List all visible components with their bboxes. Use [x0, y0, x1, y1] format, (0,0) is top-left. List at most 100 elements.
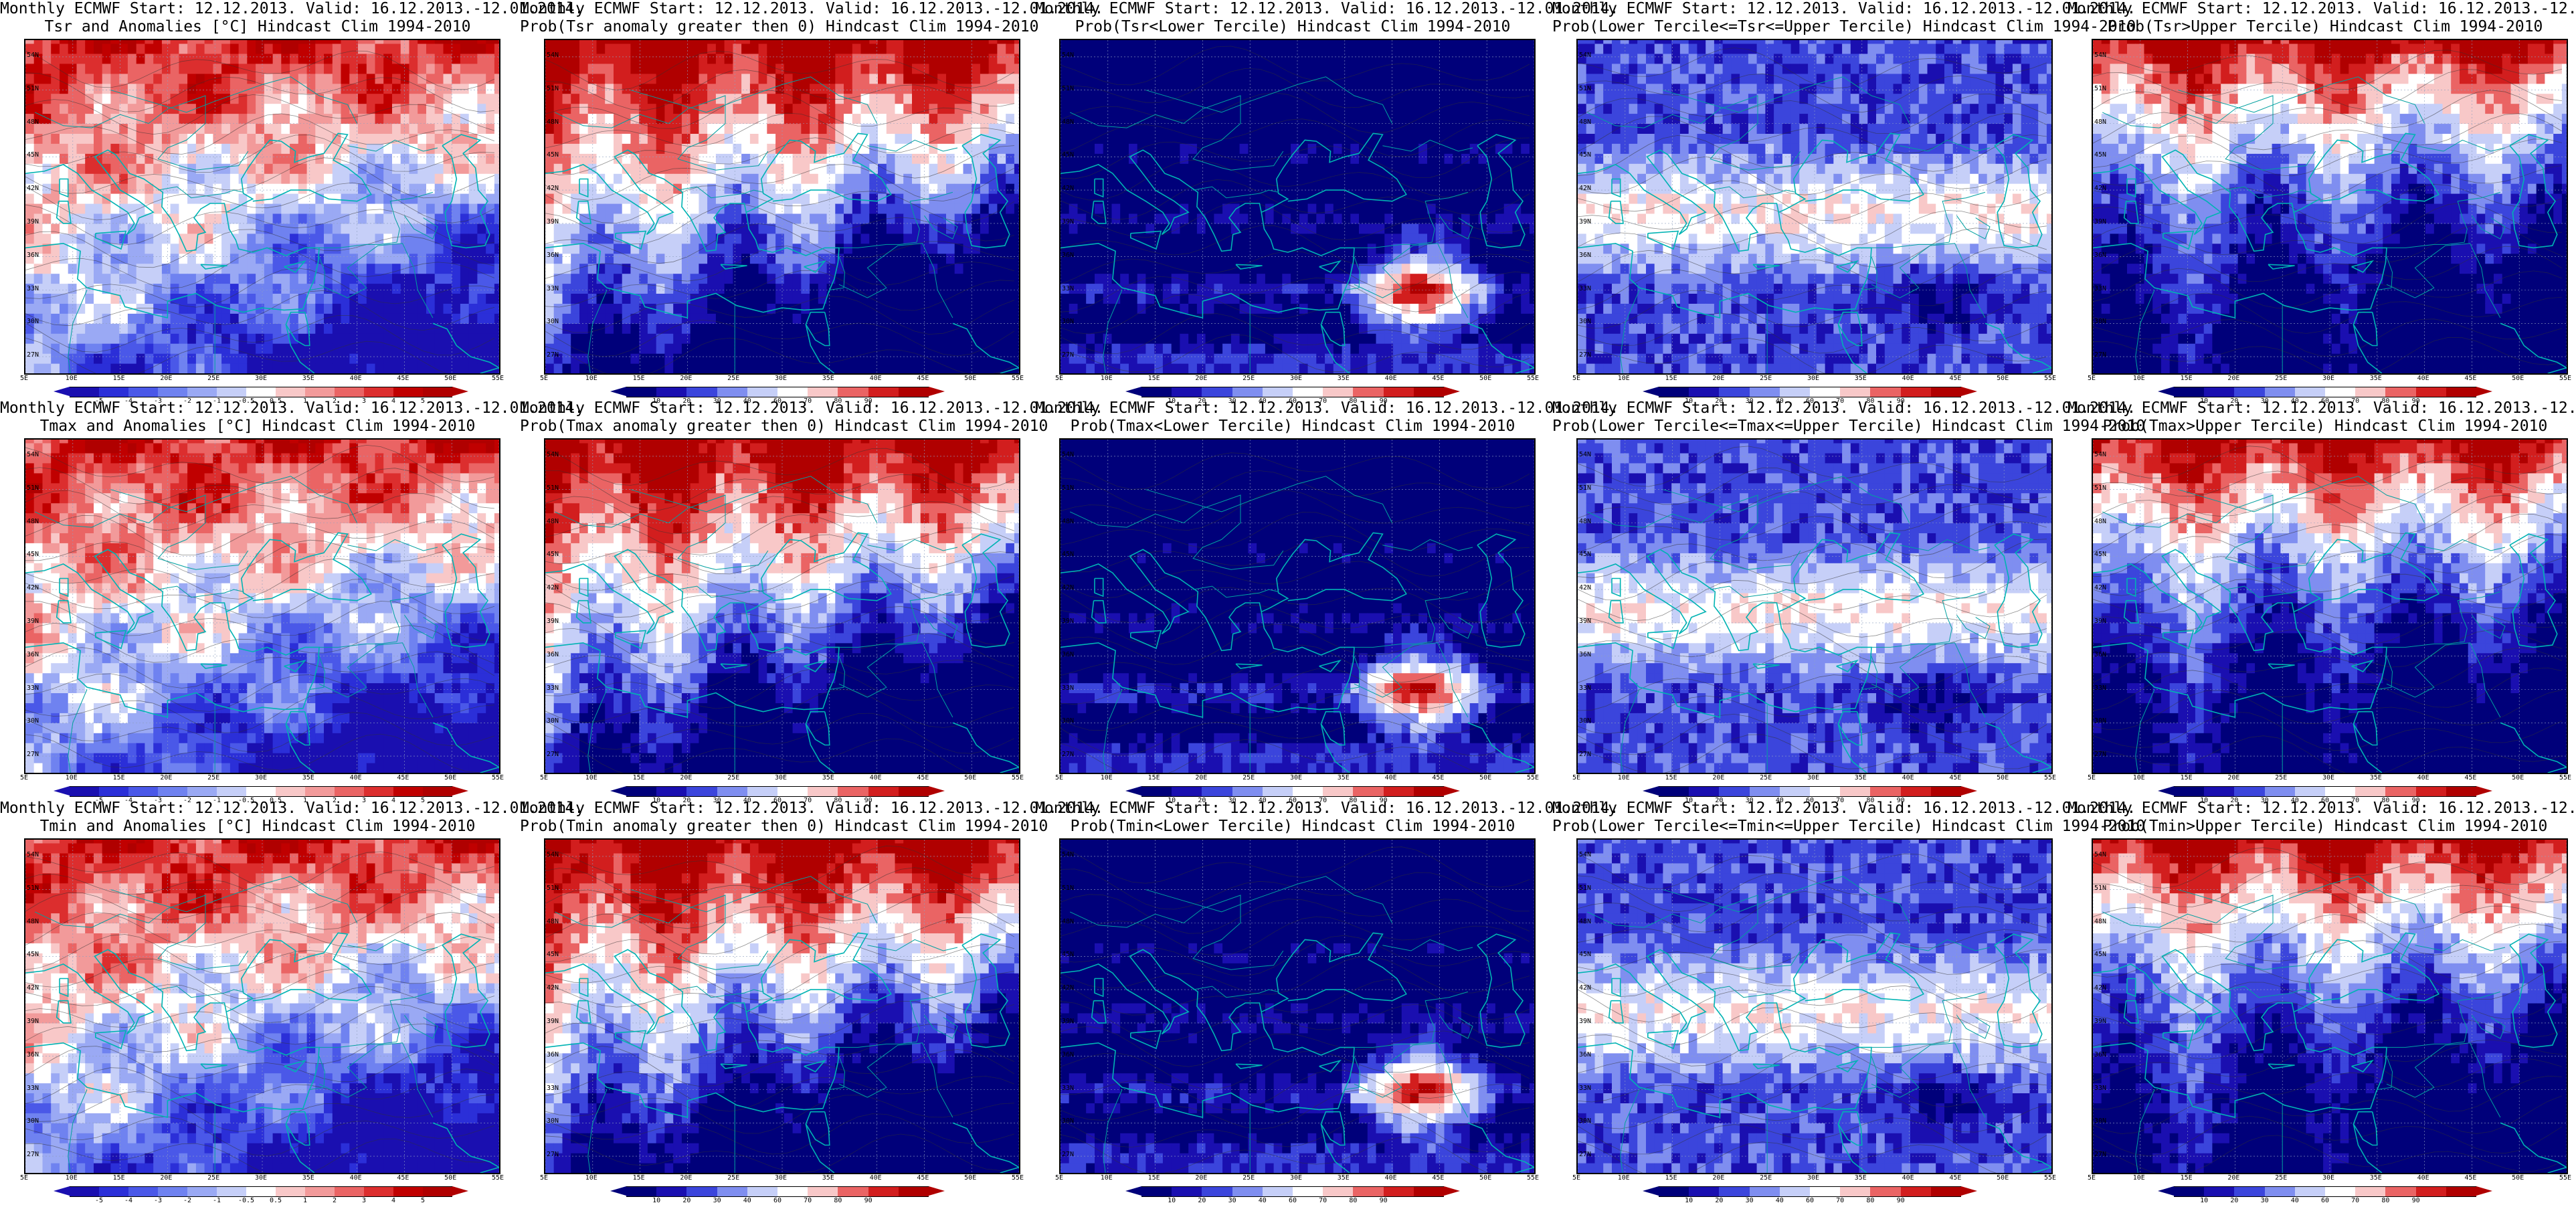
colorbar-swatch	[1719, 1186, 1749, 1197]
colorbar-high-arrow	[2476, 786, 2492, 796]
lat-label: 48N	[547, 918, 559, 925]
lat-label: 36N	[2094, 651, 2106, 658]
lat-label: 54N	[547, 52, 559, 59]
lon-label: 30E	[775, 1174, 787, 1182]
lat-label: 45N	[1579, 151, 1591, 159]
colorbar-high-arrow	[2476, 387, 2492, 396]
lat-label: 30N	[1579, 1117, 1591, 1125]
colorbar-swatch	[1719, 786, 1749, 797]
lon-label: 5E	[2088, 774, 2096, 781]
lon-label: 55E	[2044, 375, 2056, 382]
colorbar-swatch	[2265, 387, 2295, 397]
lon-label: 10E	[1618, 774, 1630, 781]
lat-label: 45N	[547, 951, 559, 958]
lon-label: 5E	[20, 774, 28, 781]
lat-label: 27N	[27, 351, 39, 359]
colorbar-swatch	[158, 1186, 187, 1197]
colorbar-low-arrow	[1643, 387, 1659, 396]
colorbar-tick-label: 90	[1380, 1197, 1388, 1204]
lat-label: 39N	[27, 618, 39, 625]
lat-label: 27N	[2094, 751, 2106, 758]
colorbar-swatch	[899, 786, 929, 797]
colorbar-swatch	[1293, 786, 1323, 797]
lat-label: 54N	[1062, 851, 1074, 858]
colorbar	[2158, 387, 2492, 396]
lat-label: 54N	[547, 851, 559, 858]
colorbar-swatch	[808, 1186, 838, 1197]
panel-title-line2: Prob(Tmin<Lower Tercile) Hindcast Clim 1…	[1035, 818, 1550, 836]
lon-label: 30E	[2322, 1174, 2334, 1182]
lon-label: 40E	[1385, 774, 1397, 781]
lon-label: 15E	[1665, 774, 1677, 781]
lat-label: 27N	[1062, 751, 1074, 758]
lon-label: 45E	[1432, 1174, 1444, 1182]
lon-label: 55E	[492, 1174, 504, 1182]
lat-label: 45N	[1579, 551, 1591, 558]
lat-label: 54N	[2094, 451, 2106, 458]
colorbar-swatch	[1263, 786, 1293, 797]
colorbar-swatch	[656, 786, 686, 797]
colorbar-high-arrow	[1961, 786, 1977, 796]
map-panel-r3c3: Monthly ECMWF Start: 12.12.2013. Valid: …	[1035, 800, 1550, 1199]
lon-label: 5E	[1055, 774, 1063, 781]
lat-label: 36N	[547, 252, 559, 259]
lat-label: 54N	[1062, 451, 1074, 458]
lat-label: 36N	[2094, 1051, 2106, 1058]
lat-label: 36N	[1579, 1051, 1591, 1058]
colorbar-swatch	[1750, 387, 1780, 397]
panel-title: Monthly ECMWF Start: 12.12.2013. Valid: …	[1552, 0, 2067, 36]
lat-label: 42N	[2094, 984, 2106, 992]
colorbar-swatch	[1719, 387, 1749, 397]
colorbar-tick-label: 90	[864, 1197, 872, 1204]
map-panel-r2c4: Monthly ECMWF Start: 12.12.2013. Valid: …	[1552, 399, 2067, 799]
colorbar-swatch	[276, 786, 305, 797]
lon-label: 25E	[1760, 375, 1772, 382]
colorbar-low-arrow	[2158, 786, 2174, 796]
map-panel-r3c5: Monthly ECMWF Start: 12.12.2013. Valid: …	[2067, 800, 2576, 1199]
colorbar-swatch	[1840, 786, 1870, 797]
lon-label: 25E	[207, 774, 219, 781]
colorbar-swatch	[1840, 387, 1870, 397]
lon-label: 5E	[540, 774, 548, 781]
map-panel-r1c4: Monthly ECMWF Start: 12.12.2013. Valid: …	[1552, 0, 2067, 399]
lat-label: 54N	[2094, 52, 2106, 59]
lat-label: 33N	[547, 285, 559, 292]
lat-label: 39N	[1579, 218, 1591, 225]
panel-title: Monthly ECMWF Start: 12.12.2013. Valid: …	[2067, 800, 2576, 836]
lon-label: 10E	[1618, 1174, 1630, 1182]
lat-label: 48N	[27, 118, 39, 126]
lon-label: 35E	[302, 774, 314, 781]
colorbar-swatch	[217, 387, 246, 397]
lat-label: 51N	[1579, 85, 1591, 92]
panel-title-line2: Prob(Tmax<Lower Tercile) Hindcast Clim 1…	[1035, 418, 1550, 436]
lon-label: 30E	[775, 774, 787, 781]
colorbar-swatch	[70, 786, 99, 797]
lon-label: 20E	[2227, 774, 2239, 781]
lon-label: 40E	[350, 375, 362, 382]
colorbar-tick-label: 90	[1897, 1197, 1905, 1204]
lon-label: 30E	[255, 375, 267, 382]
colorbar-low-arrow	[1125, 387, 1141, 396]
lat-label: 39N	[1062, 1018, 1074, 1025]
lon-label: 50E	[964, 375, 976, 382]
lat-label: 27N	[1062, 351, 1074, 359]
map-panel-r1c5: Monthly ECMWF Start: 12.12.2013. Valid: …	[2067, 0, 2576, 399]
colorbar-swatch	[838, 786, 868, 797]
colorbar-tick-label: -2	[183, 1197, 191, 1204]
lon-label: 35E	[822, 774, 834, 781]
colorbar-swatch	[838, 387, 868, 397]
colorbar-tick-label: 80	[1866, 1197, 1874, 1204]
lat-label: 48N	[2094, 918, 2106, 925]
colorbar-swatch	[2416, 786, 2446, 797]
lat-label: 30N	[1062, 1117, 1074, 1125]
colorbar-swatch	[1384, 387, 1414, 397]
panel-title-line1: Monthly ECMWF Start: 12.12.2013. Valid: …	[0, 0, 515, 18]
panel-title-line1: Monthly ECMWF Start: 12.12.2013. Valid: …	[2067, 0, 2576, 18]
colorbar-swatch	[1659, 786, 1689, 797]
panel-title-line2: Tsr and Anomalies [°C] Hindcast Clim 199…	[0, 18, 515, 36]
colorbar-tick-label: 70	[1319, 1197, 1327, 1204]
colorbar-swatch	[1353, 1186, 1383, 1197]
lat-label: 36N	[27, 651, 39, 658]
lat-label: 48N	[27, 918, 39, 925]
